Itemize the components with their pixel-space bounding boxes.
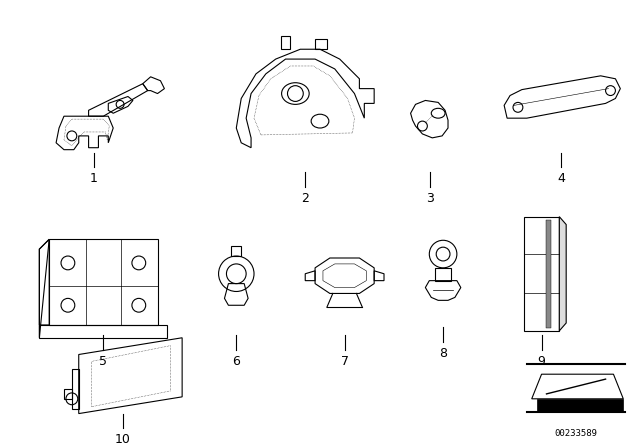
Text: 9: 9 [538, 354, 545, 367]
Text: 3: 3 [426, 192, 434, 205]
Polygon shape [547, 220, 552, 328]
Text: 1: 1 [90, 172, 97, 185]
Text: 2: 2 [301, 192, 309, 205]
Text: 4: 4 [557, 172, 565, 185]
Polygon shape [537, 399, 623, 412]
Text: 8: 8 [439, 347, 447, 360]
Text: 10: 10 [115, 433, 131, 446]
Text: 5: 5 [99, 354, 108, 367]
Polygon shape [532, 374, 623, 399]
Text: 7: 7 [340, 354, 349, 367]
Polygon shape [559, 217, 566, 331]
Text: 6: 6 [232, 354, 240, 367]
Text: 00233589: 00233589 [554, 429, 598, 438]
